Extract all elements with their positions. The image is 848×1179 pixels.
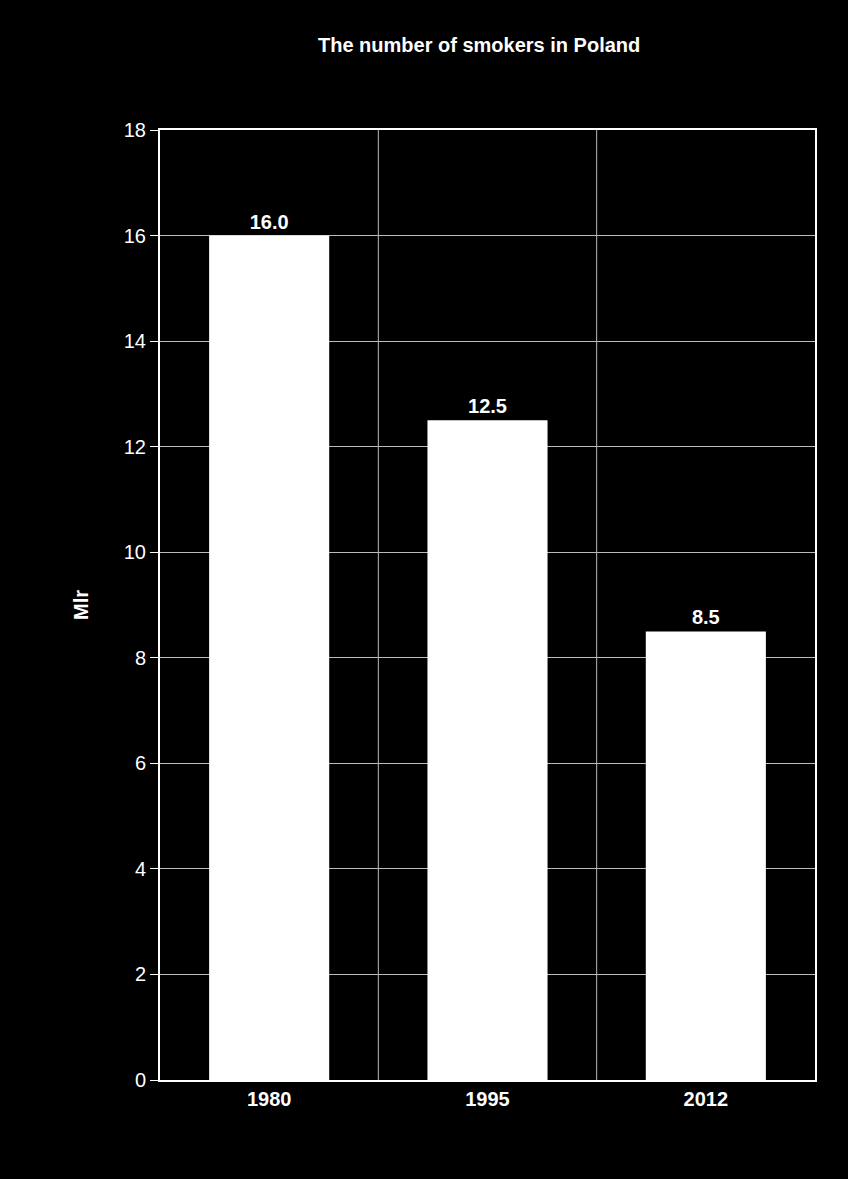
svg-text:10: 10 bbox=[124, 541, 146, 563]
svg-text:18: 18 bbox=[124, 119, 146, 141]
svg-text:1995: 1995 bbox=[465, 1088, 510, 1110]
svg-text:12: 12 bbox=[124, 436, 146, 458]
svg-text:16.0: 16.0 bbox=[250, 211, 289, 233]
svg-text:6: 6 bbox=[135, 752, 146, 774]
svg-text:8.5: 8.5 bbox=[692, 606, 720, 628]
svg-text:12.5: 12.5 bbox=[468, 395, 507, 417]
svg-text:0: 0 bbox=[135, 1069, 146, 1091]
svg-text:8: 8 bbox=[135, 647, 146, 669]
svg-text:1980: 1980 bbox=[247, 1088, 292, 1110]
svg-text:4: 4 bbox=[135, 858, 146, 880]
svg-text:16: 16 bbox=[124, 225, 146, 247]
svg-text:The number of smokers in Polan: The number of smokers in Poland bbox=[318, 34, 640, 56]
svg-text:Mlr: Mlr bbox=[70, 590, 92, 620]
svg-text:2012: 2012 bbox=[684, 1088, 729, 1110]
svg-text:2: 2 bbox=[135, 963, 146, 985]
svg-text:14: 14 bbox=[124, 330, 146, 352]
